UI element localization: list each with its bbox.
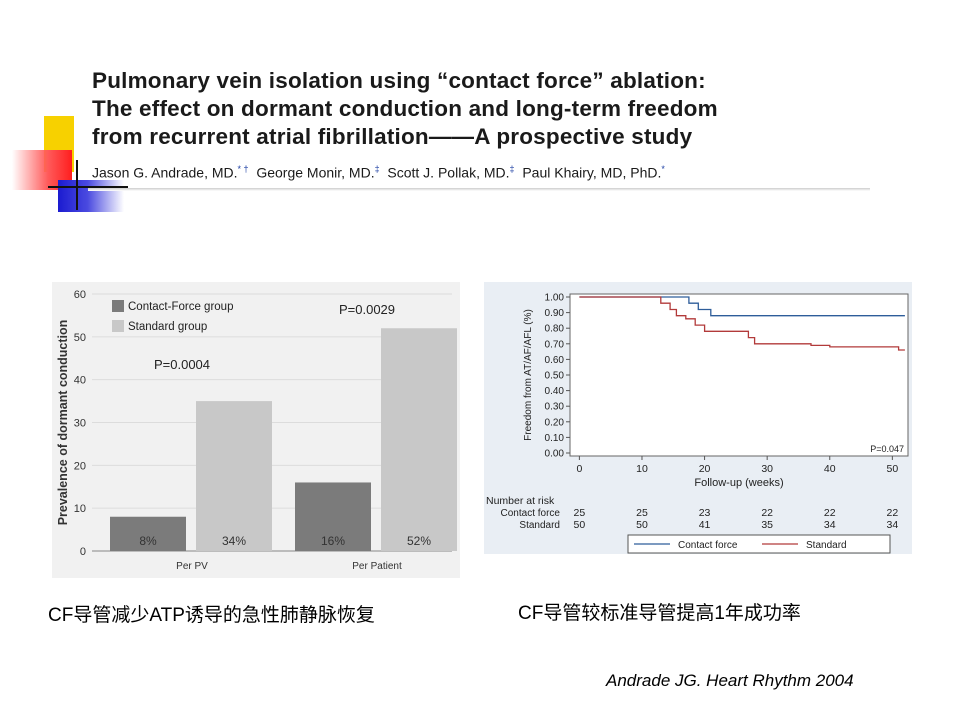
risk-table-value: 25	[574, 507, 586, 519]
author-name: Scott J. Pollak, MD.	[387, 164, 510, 181]
bar-legend-label: Contact-Force group	[128, 301, 233, 313]
bar-y-tick-label: 20	[74, 460, 86, 472]
km-legend-label: Standard	[806, 540, 847, 551]
bar-data-label: 52%	[407, 534, 431, 548]
bar-legend-label: Standard group	[128, 321, 207, 333]
risk-table-row-label: Standard	[519, 520, 560, 531]
km-y-tick-label: 0.80	[545, 324, 565, 335]
km-y-tick-label: 0.40	[545, 386, 565, 397]
bar-y-tick-label: 0	[80, 546, 86, 558]
risk-table-value: 35	[761, 519, 773, 531]
bar-y-tick-label: 30	[74, 418, 86, 430]
paper-title-line-1: Pulmonary vein isolation using “contact …	[92, 68, 706, 93]
risk-table-value: 50	[574, 519, 586, 531]
bar-annotation: P=0.0004	[154, 357, 210, 372]
km-series-line	[579, 296, 905, 351]
bar-y-tick-label: 40	[74, 375, 86, 387]
author-name: Jason G. Andrade, MD.	[92, 164, 238, 181]
caption-left: CF导管减少ATP诱导的急性肺静脉恢复	[48, 605, 375, 626]
bar	[381, 328, 457, 551]
km-legend-label: Contact force	[678, 540, 738, 551]
decor-crosshair-vertical	[76, 160, 78, 210]
risk-table-value: 34	[887, 519, 899, 531]
risk-table-value: 34	[824, 519, 836, 531]
author-marks: *	[661, 164, 665, 174]
km-x-tick-label: 40	[824, 463, 836, 475]
km-y-tick-label: 0.90	[545, 308, 565, 319]
author-marks: ‡	[374, 164, 380, 174]
km-y-tick-label: 0.50	[545, 371, 565, 382]
bar	[295, 482, 371, 551]
km-chart: 0.00 0.10 0.20 0.30 0.40 0.50 0.60 0.70 0.80 0.90…	[486, 293, 909, 554]
bar	[110, 516, 186, 551]
bar-data-label: 16%	[321, 534, 345, 548]
km-y-tick-label: 0.30	[545, 402, 565, 413]
title-underline	[88, 188, 870, 191]
decor-blue-block	[58, 180, 124, 212]
bar-y-tick-label: 50	[74, 332, 86, 344]
bar	[196, 401, 272, 551]
km-y-tick-label: 1.00	[545, 293, 565, 304]
citation: Andrade JG. Heart Rhythm 2004	[606, 671, 854, 690]
paper-authors: Jason G. Andrade, MD.* † George Monir, M…	[92, 164, 665, 181]
bar-x-tick-label: Per PV	[176, 561, 208, 572]
km-x-tick-label: 0	[576, 463, 582, 475]
km-y-tick-label: 0.10	[545, 433, 565, 444]
bar-x-tick-label: Per Patient	[352, 561, 402, 572]
risk-table-value: 22	[887, 507, 899, 519]
risk-table-value: 22	[761, 507, 773, 519]
km-y-tick-label: 0.70	[545, 339, 565, 350]
km-y-tick-label: 0.00	[545, 449, 565, 460]
paper-title-line-3: from recurrent atrial fibrillation——A pr…	[92, 124, 693, 149]
bar-legend-swatch	[112, 320, 124, 332]
author-name: George Monir, MD.	[256, 164, 375, 181]
risk-table-value: 23	[699, 507, 711, 519]
km-x-tick-label: 30	[761, 463, 773, 475]
risk-table-value: 41	[699, 519, 711, 531]
bar-y-axis-label: Prevalence of dormant conduction	[56, 320, 70, 526]
caption-right: CF导管较标准导管提高1年成功率	[518, 603, 801, 624]
risk-table-value: 25	[636, 507, 648, 519]
km-plot-area	[569, 293, 909, 457]
km-x-axis-label: Follow-up (weeks)	[694, 477, 783, 489]
risk-table-row-label: Contact force	[501, 508, 561, 519]
km-chart-panel: 0.00 0.10 0.20 0.30 0.40 0.50 0.60 0.70 0.80 0.90…	[484, 282, 912, 554]
km-series-line	[579, 296, 905, 317]
km-x-tick-label: 50	[887, 463, 899, 475]
bar-data-label: 8%	[139, 534, 157, 548]
bar-legend-swatch	[112, 300, 124, 312]
km-y-axis-label: Freedom from AT/AF/AFL (%)	[523, 309, 534, 441]
km-x-tick-label: 10	[636, 463, 648, 475]
km-y-tick-label: 0.20	[545, 417, 565, 428]
author-marks: * †	[237, 164, 249, 174]
risk-table-header: Number at risk	[486, 495, 555, 507]
bar-annotation: P=0.0029	[339, 302, 395, 317]
bar-data-label: 34%	[222, 534, 246, 548]
paper-title-line-2: The effect on dormant conduction and lon…	[92, 96, 718, 121]
km-x-tick-label: 20	[699, 463, 711, 475]
km-legend-box	[627, 534, 891, 554]
author-name: Paul Khairy, MD, PhD.	[522, 164, 662, 181]
km-annotation: P=0.047	[870, 444, 904, 454]
paper-title-block: Pulmonary vein isolation using “contact …	[88, 62, 888, 196]
km-y-tick-label: 0.60	[545, 355, 565, 366]
bar-chart-panel: 0 10 20 30 40 50 60 Prevalence of dormant condu…	[52, 282, 460, 578]
risk-table-value: 50	[636, 519, 648, 531]
bar-chart: 0 10 20 30 40 50 60 Prevalence of dormant condu…	[56, 289, 457, 572]
bar-y-tick-label: 10	[74, 503, 86, 515]
decor-crosshair-horizontal	[48, 186, 128, 188]
author-marks: ‡	[509, 164, 515, 174]
bar-y-tick-label: 60	[74, 289, 86, 301]
risk-table-value: 22	[824, 507, 836, 519]
